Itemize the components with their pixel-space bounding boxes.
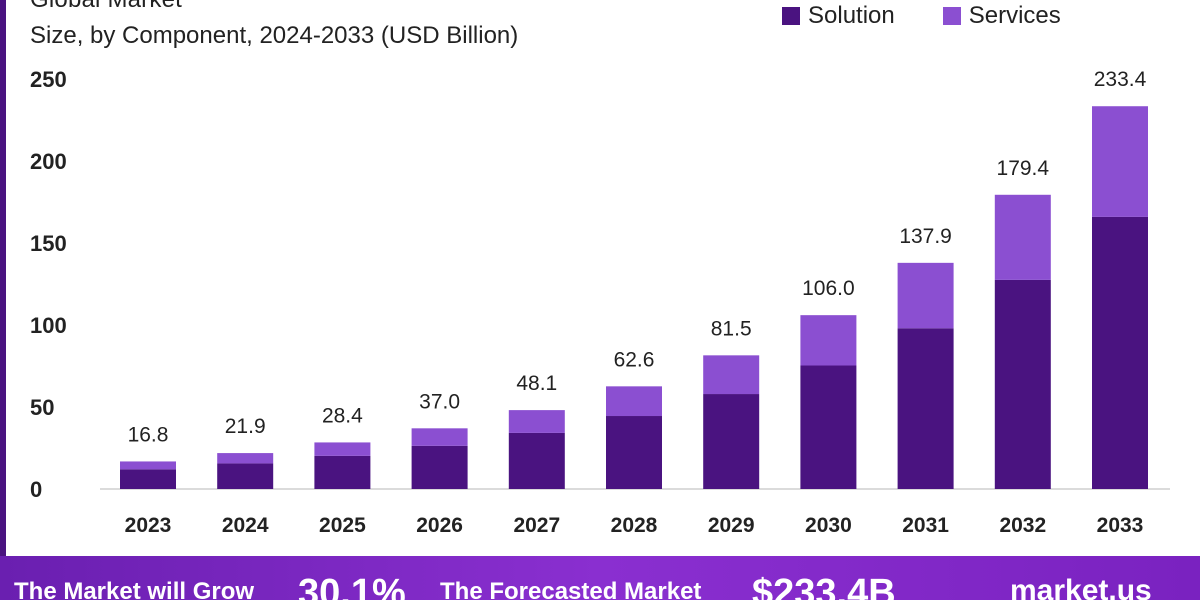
x-tick-label-2032: 2032 (999, 514, 1046, 537)
banner-market-size: $233.4B (752, 572, 896, 600)
bar-solution-2023 (120, 469, 176, 489)
legend-swatch-services (942, 7, 961, 25)
bar-services-2028 (606, 386, 662, 417)
bar-solution-2028 (606, 416, 662, 489)
data-label-total-2033: 233.4 (1094, 68, 1147, 91)
bar-solution-2026 (411, 445, 468, 489)
data-label-total-2023: 16.8 (128, 423, 169, 446)
bar-services-2032 (994, 194, 1051, 280)
bar-solution-2025 (314, 455, 371, 489)
data-label-total-2026: 37.0 (419, 390, 460, 413)
y-tick-label: 200 (30, 149, 67, 174)
banner-text-grow: The Market will Grow (14, 578, 255, 600)
x-tick-label-2031: 2031 (902, 514, 949, 537)
legend-item-services: Services (942, 2, 1061, 30)
x-tick-label-2030: 2030 (805, 514, 852, 537)
y-tick-label: 150 (30, 231, 67, 256)
y-tick-label: 250 (30, 67, 67, 92)
data-label-total-2031: 137.9 (899, 225, 952, 248)
bar-services-2026 (411, 428, 468, 446)
legend-label-solution: Solution (808, 2, 895, 29)
x-tick-label-2026: 2026 (416, 514, 463, 537)
bar-solution-2027 (508, 432, 565, 489)
banner-site: market.us (1010, 574, 1152, 600)
bar-solution-2030 (800, 365, 857, 489)
bar-solution-2032 (994, 279, 1051, 489)
bar-solution-2033 (1092, 216, 1148, 489)
bar-services-2033 (1092, 106, 1148, 217)
bottom-banner: The Market will Grow 30.1% The Forecaste… (0, 556, 1200, 600)
y-tick-label: 0 (30, 477, 42, 502)
bar-services-2027 (508, 410, 565, 433)
bar-services-2030 (800, 315, 857, 366)
x-tick-label-2024: 2024 (222, 514, 269, 537)
x-tick-label-2025: 2025 (319, 514, 366, 537)
x-tick-label-2033: 2033 (1097, 514, 1144, 537)
bar-services-2024 (217, 453, 274, 464)
left-accent-border (0, 0, 6, 560)
bar-services-2023 (120, 461, 176, 470)
legend-label-services: Services (968, 2, 1061, 29)
bar-services-2029 (703, 355, 760, 395)
data-label-total-2024: 21.9 (225, 415, 266, 438)
data-label-total-2027: 48.1 (516, 372, 557, 395)
x-tick-label-2023: 2023 (125, 514, 172, 537)
x-tick-label-2027: 2027 (513, 514, 560, 537)
x-tick-label-2029: 2029 (708, 514, 755, 537)
bar-solution-2024 (217, 463, 274, 489)
legend-item-solution: Solution (782, 2, 895, 30)
legend: Solution Services (782, 2, 1061, 30)
data-label-total-2028: 62.6 (614, 348, 655, 371)
banner-text-forecast: The Forecasted Market (440, 578, 702, 600)
bar-solution-2031 (897, 328, 954, 489)
y-tick-label: 50 (30, 395, 54, 420)
data-label-total-2032: 179.4 (997, 157, 1050, 180)
bar-solution-2029 (703, 394, 760, 489)
bar-services-2025 (314, 442, 371, 456)
data-label-total-2030: 106.0 (802, 277, 855, 300)
legend-swatch-solution (782, 7, 800, 25)
x-tick-label-2028: 2028 (611, 514, 658, 537)
y-tick-label: 100 (30, 313, 67, 338)
stacked-bar-chart: 0 50 100 150 200 250 16.8 2023 21.9 2024 28.4 2025 3… (30, 67, 1170, 537)
data-label-total-2025: 28.4 (322, 404, 363, 427)
bar-services-2031 (897, 262, 954, 329)
banner-cagr: 30.1% (298, 572, 406, 600)
data-label-total-2029: 81.5 (711, 317, 752, 340)
chart-subtitle: Size, by Component, 2024-2033 (USD Billi… (30, 22, 519, 49)
chart-title: Global Market (30, 0, 182, 14)
